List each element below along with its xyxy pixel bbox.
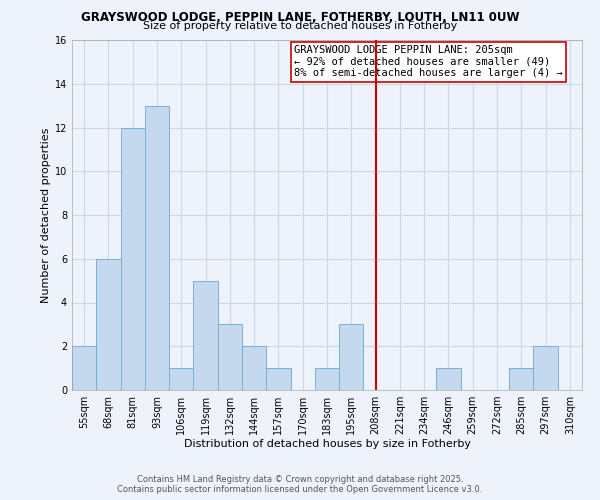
Bar — [242, 346, 266, 390]
Bar — [315, 368, 339, 390]
Bar — [509, 368, 533, 390]
Bar — [169, 368, 193, 390]
Text: Contains HM Land Registry data © Crown copyright and database right 2025.
Contai: Contains HM Land Registry data © Crown c… — [118, 474, 482, 494]
Bar — [121, 128, 145, 390]
Y-axis label: Number of detached properties: Number of detached properties — [41, 128, 50, 302]
Bar — [193, 280, 218, 390]
Bar — [218, 324, 242, 390]
X-axis label: Distribution of detached houses by size in Fotherby: Distribution of detached houses by size … — [184, 438, 470, 448]
Bar — [533, 346, 558, 390]
Bar — [145, 106, 169, 390]
Bar — [436, 368, 461, 390]
Text: GRAYSWOOD LODGE, PEPPIN LANE, FOTHERBY, LOUTH, LN11 0UW: GRAYSWOOD LODGE, PEPPIN LANE, FOTHERBY, … — [81, 11, 519, 24]
Bar — [266, 368, 290, 390]
Bar — [339, 324, 364, 390]
Bar — [72, 346, 96, 390]
Text: Size of property relative to detached houses in Fotherby: Size of property relative to detached ho… — [143, 21, 457, 31]
Bar — [96, 259, 121, 390]
Text: GRAYSWOOD LODGE PEPPIN LANE: 205sqm
← 92% of detached houses are smaller (49)
8%: GRAYSWOOD LODGE PEPPIN LANE: 205sqm ← 92… — [294, 46, 563, 78]
